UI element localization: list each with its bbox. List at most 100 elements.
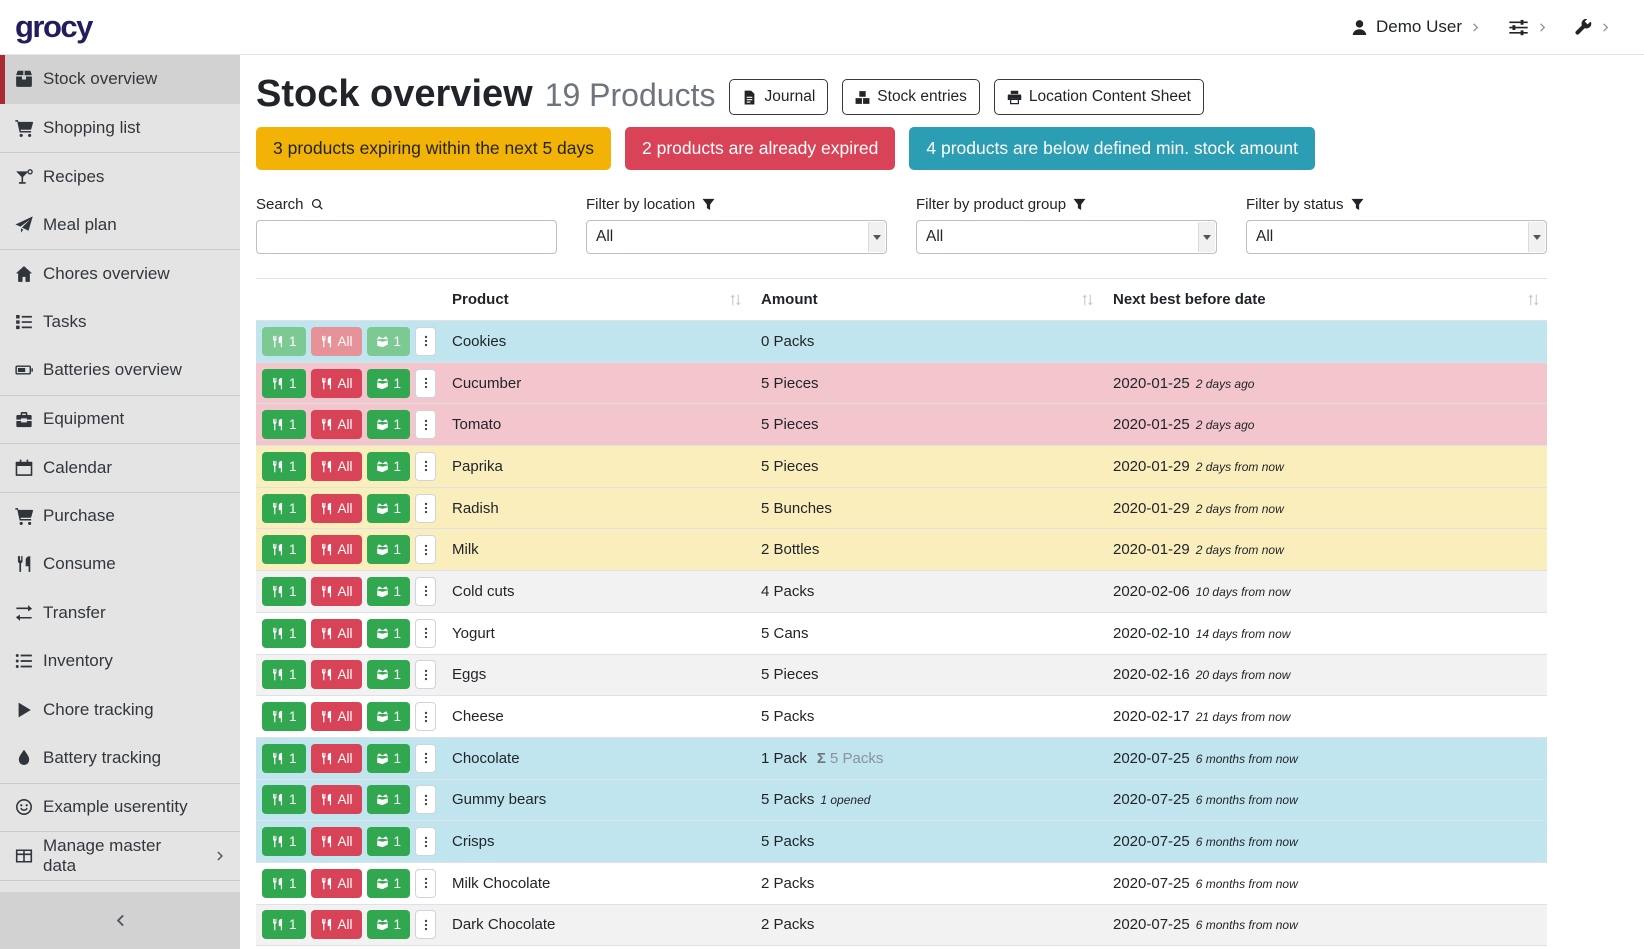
row-menu-button[interactable] (415, 369, 436, 398)
row-menu-button[interactable] (415, 327, 436, 356)
consume-one-button[interactable]: 1 (262, 410, 306, 439)
consume-all-button[interactable]: All (311, 535, 362, 564)
stock-entries-button[interactable]: Stock entries (842, 79, 980, 115)
sidebar-item-recipes[interactable]: Recipes (0, 152, 240, 201)
sidebar-item-inventory[interactable]: Inventory (0, 637, 240, 686)
row-menu-button[interactable] (415, 494, 436, 523)
button-label: All (338, 917, 353, 932)
date-column-header[interactable]: Next best before date (1101, 279, 1547, 321)
sidebar-item-manage-master-data[interactable]: Manage master data (0, 831, 240, 880)
open-one-button[interactable]: 1 (367, 619, 411, 648)
consume-all-button[interactable]: All (311, 494, 362, 523)
sidebar-item-battery-tracking[interactable]: Battery tracking (0, 734, 240, 783)
row-menu-button[interactable] (415, 785, 436, 814)
search-input[interactable] (256, 220, 557, 254)
consume-one-button[interactable]: 1 (262, 619, 306, 648)
journal-button[interactable]: Journal (729, 79, 828, 115)
sidebar-item-example-userentity[interactable]: Example userentity (0, 783, 240, 832)
row-menu-button[interactable] (415, 535, 436, 564)
consume-all-button[interactable]: All (311, 452, 362, 481)
sidebar-item-chore-tracking[interactable]: Chore tracking (0, 686, 240, 735)
open-one-button[interactable]: 1 (367, 702, 411, 731)
consume-one-button[interactable]: 1 (262, 369, 306, 398)
open-one-button[interactable]: 1 (367, 827, 411, 856)
sidebar-item-purchase[interactable]: Purchase (0, 492, 240, 541)
open-one-button[interactable]: 1 (367, 869, 411, 898)
sort-icon[interactable] (1527, 293, 1540, 306)
user-menu[interactable]: Demo User (1351, 17, 1481, 37)
expired-banner[interactable]: 2 products are already expired (625, 127, 895, 170)
sidebar-item-batteries-overview[interactable]: Batteries overview (0, 346, 240, 395)
consume-one-button[interactable]: 1 (262, 702, 306, 731)
row-menu-button[interactable] (415, 410, 436, 439)
row-menu-button[interactable] (415, 452, 436, 481)
open-one-button[interactable]: 1 (367, 535, 411, 564)
consume-one-button[interactable]: 1 (262, 535, 306, 564)
sidebar-item-meal-plan[interactable]: Meal plan (0, 201, 240, 250)
consume-all-button[interactable]: All (311, 577, 362, 606)
sidebar-collapse-button[interactable] (0, 892, 240, 949)
sidebar-item-transfer[interactable]: Transfer (0, 589, 240, 638)
open-one-button[interactable]: 1 (367, 410, 411, 439)
grocy-logo[interactable]: grocy (15, 9, 92, 45)
row-menu-button[interactable] (415, 744, 436, 773)
consume-one-button[interactable]: 1 (262, 910, 306, 939)
location-content-sheet-button[interactable]: Location Content Sheet (994, 79, 1204, 115)
consume-one-button[interactable]: 1 (262, 827, 306, 856)
row-menu-button[interactable] (415, 910, 436, 939)
expiring-soon-banner[interactable]: 3 products expiring within the next 5 da… (256, 127, 611, 170)
status-filter-select[interactable]: All (1246, 220, 1547, 254)
open-one-button[interactable]: 1 (367, 494, 411, 523)
consume-one-button[interactable]: 1 (262, 577, 306, 606)
sidebar-item-calendar[interactable]: Calendar (0, 443, 240, 492)
consume-one-button[interactable]: 1 (262, 452, 306, 481)
consume-one-button[interactable]: 1 (262, 785, 306, 814)
product-group-filter-select[interactable]: All (916, 220, 1217, 254)
admin-menu[interactable] (1575, 19, 1611, 36)
open-one-button[interactable]: 1 (367, 369, 411, 398)
consume-all-button[interactable]: All (311, 744, 362, 773)
open-one-button[interactable]: 1 (367, 785, 411, 814)
consume-one-button[interactable]: 1 (262, 494, 306, 523)
consume-one-button[interactable]: 1 (262, 869, 306, 898)
settings-menu[interactable] (1508, 17, 1548, 38)
sidebar-item-shopping-list[interactable]: Shopping list (0, 104, 240, 153)
sidebar-item-consume[interactable]: Consume (0, 540, 240, 589)
below-min-banner[interactable]: 4 products are below defined min. stock … (909, 127, 1315, 170)
row-menu-button[interactable] (415, 619, 436, 648)
consume-all-button[interactable]: All (311, 827, 362, 856)
sidebar-item-chores-overview[interactable]: Chores overview (0, 249, 240, 298)
product-column-header[interactable]: Product (440, 279, 749, 321)
consume-one-button[interactable]: 1 (262, 327, 306, 356)
sort-icon[interactable] (729, 293, 742, 306)
row-menu-button[interactable] (415, 660, 436, 689)
open-one-button[interactable]: 1 (367, 452, 411, 481)
consume-all-button[interactable]: All (311, 869, 362, 898)
consume-all-button[interactable]: All (311, 785, 362, 814)
open-one-button[interactable]: 1 (367, 327, 411, 356)
location-filter-select[interactable]: All (586, 220, 887, 254)
open-one-button[interactable]: 1 (367, 660, 411, 689)
sidebar-item-tasks[interactable]: Tasks (0, 298, 240, 347)
amount-column-header[interactable]: Amount (749, 279, 1101, 321)
consume-all-button[interactable]: All (311, 619, 362, 648)
sidebar-item-stock-overview[interactable]: Stock overview (0, 55, 240, 104)
open-one-button[interactable]: 1 (367, 910, 411, 939)
open-one-button[interactable]: 1 (367, 577, 411, 606)
row-menu-button[interactable] (415, 869, 436, 898)
consume-all-button[interactable]: All (311, 369, 362, 398)
consume-all-button[interactable]: All (311, 410, 362, 439)
consume-all-button[interactable]: All (311, 327, 362, 356)
consume-all-button[interactable]: All (311, 702, 362, 731)
row-menu-button[interactable] (415, 827, 436, 856)
sidebar-item-equipment[interactable]: Equipment (0, 395, 240, 444)
consume-one-button[interactable]: 1 (262, 660, 306, 689)
consume-all-button[interactable]: All (311, 660, 362, 689)
sort-icon[interactable] (1081, 293, 1094, 306)
row-menu-button[interactable] (415, 702, 436, 731)
open-one-button[interactable]: 1 (367, 744, 411, 773)
row-menu-button[interactable] (415, 577, 436, 606)
consume-one-button[interactable]: 1 (262, 744, 306, 773)
consume-all-button[interactable]: All (311, 910, 362, 939)
table-row: 1All1Cookies0 Packs (256, 321, 1547, 363)
